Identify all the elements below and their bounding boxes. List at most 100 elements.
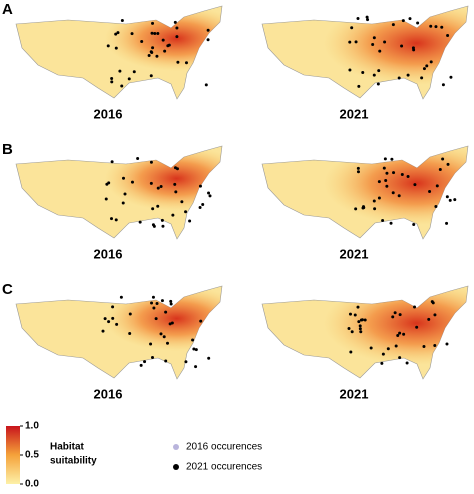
- occurrence-dot: [180, 200, 184, 204]
- occurrence-dot: [376, 82, 380, 86]
- map-heat: [16, 286, 222, 379]
- occurrence-dot: [416, 21, 420, 25]
- map: [261, 5, 469, 100]
- occurrence-dot: [201, 202, 205, 206]
- occurrence-dot: [400, 173, 404, 177]
- year-label: 2021: [340, 386, 369, 401]
- occurrence-dot: [160, 218, 164, 222]
- occurrence-dot: [208, 194, 212, 198]
- occurrence-dot: [405, 361, 409, 365]
- occurrence-dot: [385, 184, 389, 188]
- occurrence-dot: [207, 356, 211, 360]
- occurrence-dot: [207, 191, 211, 195]
- year-label: 2021: [340, 246, 369, 261]
- map: [15, 145, 223, 240]
- occurrence-dot: [164, 310, 168, 314]
- occurrence-dot: [435, 184, 439, 188]
- occurrence-dot: [149, 74, 153, 78]
- occurrence-dot: [434, 25, 438, 29]
- occurrence-dot: [402, 332, 406, 336]
- occurrence-dot: [381, 352, 385, 356]
- occurrence-dot: [377, 180, 381, 184]
- occurrence-dot: [162, 335, 166, 339]
- occurrence-dot: [373, 207, 377, 211]
- occurrence-dot: [151, 207, 155, 211]
- occurrence-dot: [441, 83, 445, 87]
- occurrence-dot: [433, 344, 437, 348]
- occurrence-dot: [445, 195, 449, 199]
- occurrence-dot: [377, 69, 381, 73]
- occurrence-dot: [412, 223, 416, 227]
- occurrence-dot: [353, 313, 357, 317]
- occurrence-dot: [398, 313, 402, 317]
- occurrence-dot: [385, 171, 389, 175]
- occurrence-dot: [198, 206, 202, 210]
- occurrence-dot: [152, 224, 156, 228]
- occurrence-dot: [160, 299, 164, 303]
- occurrence-dot: [115, 322, 119, 326]
- occurrence-dot: [130, 32, 134, 36]
- occurrence-dot: [161, 224, 165, 228]
- occurrence-dot: [123, 192, 127, 196]
- occurrence-dot: [445, 342, 449, 346]
- occurrence-dot: [393, 311, 397, 315]
- occurrence-dot: [363, 318, 367, 322]
- occurrence-dot: [372, 199, 376, 203]
- occurrence-dot: [420, 76, 424, 80]
- occurrence-dot: [127, 77, 131, 81]
- occurrence-dot: [130, 180, 134, 184]
- colorbar-title: suitability: [50, 456, 97, 467]
- occurrence-dot: [191, 338, 195, 342]
- occurrence-dot: [175, 35, 179, 39]
- occurrence-dot: [111, 305, 115, 309]
- occurrence-dot: [175, 167, 179, 171]
- occurrence-dot: [184, 210, 188, 214]
- occurrence-dot: [151, 46, 155, 50]
- occurrence-dot: [156, 31, 160, 35]
- map-heat: [262, 286, 468, 379]
- occurrence-dot: [449, 75, 453, 79]
- colorbar: [6, 426, 20, 484]
- occurrence-dot: [347, 327, 351, 331]
- occurrence-dot: [110, 77, 114, 81]
- occurrence-dot: [206, 38, 210, 42]
- occurrence-dot: [358, 327, 362, 331]
- occurrence-dot: [114, 46, 118, 50]
- occurrence-dot: [198, 184, 202, 188]
- occurrence-dot: [413, 183, 417, 187]
- occurrence-dot: [116, 31, 120, 35]
- occurrence-dot: [357, 320, 361, 324]
- occurrence-dot: [111, 316, 115, 320]
- colorbar-tick-label: 1.0: [25, 421, 39, 432]
- occurrence-dot: [348, 40, 352, 44]
- occurrence-dot: [361, 71, 365, 75]
- occurrence-dot: [159, 185, 163, 189]
- occurrence-dot: [413, 305, 417, 309]
- colorbar-tick-label: 0.5: [25, 450, 39, 461]
- occurrence-dot: [107, 320, 111, 324]
- occurrence-dot: [174, 190, 178, 194]
- occurrence-dot: [106, 44, 110, 48]
- occurrence-dot: [422, 67, 426, 71]
- occurrence-dot: [382, 166, 386, 170]
- occurrence-dot: [390, 157, 394, 161]
- occurrence-dot: [441, 157, 445, 161]
- occurrence-dot: [164, 359, 168, 363]
- occurrence-dot: [446, 162, 450, 166]
- occurrence-dot: [391, 23, 395, 27]
- occurrence-dot: [155, 54, 159, 58]
- occurrence-dot: [173, 20, 177, 24]
- occurrence-dot: [155, 302, 159, 306]
- occurrence-dot: [151, 295, 155, 299]
- occurrence-dot: [425, 64, 429, 68]
- occurrence-dot: [378, 49, 382, 53]
- occurrence-dot: [350, 26, 354, 30]
- occurrence-dot: [362, 205, 366, 209]
- legend-marker: [173, 464, 179, 470]
- occurrence-dot: [163, 49, 167, 53]
- occurrence-dot: [359, 330, 363, 334]
- occurrence-dot: [173, 182, 177, 186]
- year-label: 2016: [94, 106, 123, 121]
- panel-label: A: [2, 1, 13, 18]
- occurrence-dot: [188, 219, 192, 223]
